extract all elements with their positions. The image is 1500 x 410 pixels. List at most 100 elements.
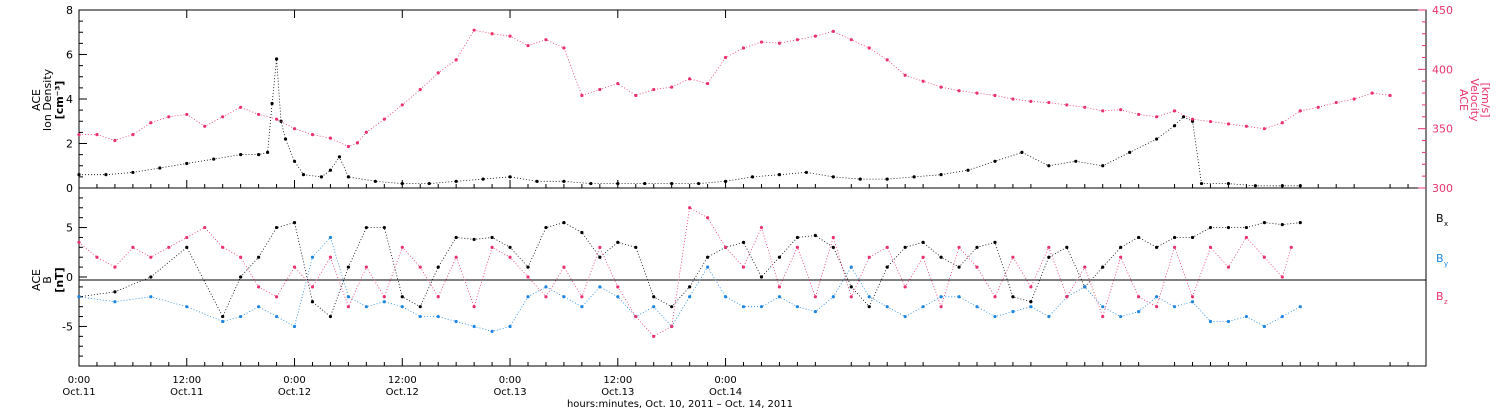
b-series-Bx-point-55 [1137,235,1141,240]
top-series-1-point-37 [723,55,728,60]
top-series-1-point-54 [1029,99,1033,103]
top-series-1-point-16 [355,141,359,145]
b-series-By-point-37 [813,310,817,314]
b-series-Bz-point-45 [885,245,889,249]
top-series-0-point-34 [777,173,782,177]
top-series-1-point-35 [688,77,692,81]
b-series-By-point-4 [221,319,225,324]
top-series-1-point-66 [1244,124,1248,128]
top-series-1-point-40 [777,41,782,45]
b-series-Bx-point-50 [1047,255,1051,259]
b-series-By-point-44 [939,295,943,299]
density-ytick-label-1: 2 [66,138,73,151]
b-series-By-point-56 [1155,295,1159,299]
b-series-Bx-point-51 [1065,245,1069,249]
b-series-Bz-point-9 [239,255,243,259]
b-series-Bz-point-22 [472,305,476,309]
b-series-By-point-60 [1226,319,1231,324]
b-series-By-point-7 [274,314,279,319]
density-ytick-label-3: 6 [66,49,73,62]
b-series-Bz-point-0 [77,240,81,244]
x-tick-time-2: 0:00 [283,375,305,386]
x-axis-title: hours:minutes, Oct. 10, 2011 – Oct. 14, … [567,399,793,410]
b-series-Bz-point-60 [1155,305,1159,309]
b-series-By-point-22 [544,285,548,289]
b-series-Bz-point-11 [274,295,279,299]
top-series-0-point-43 [1020,150,1024,154]
top-series-1-point-39 [759,40,764,44]
top-series-0-point-19 [373,179,377,183]
density-ylabel-line1: ACE [30,89,43,111]
b-series-By-point-13 [382,300,386,304]
b-series-By-point-46 [975,305,979,309]
b-series-Bz-point-53 [1029,285,1033,289]
b-series-Bx-point-44 [939,255,943,259]
b-series-By-point-64 [1298,305,1302,309]
top-series-0-point-2 [131,170,135,175]
b-series-Bz-point-62 [1190,295,1195,299]
density-ylabel-line3: [cm⁻³] [53,81,66,120]
b-series-By-point-5 [239,314,243,319]
top-series-0-point-38 [885,177,889,181]
b-series-Bz-point-44 [867,255,871,259]
top-series-0-point-25 [535,179,539,183]
b-series-Bz-point-59 [1137,295,1141,299]
top-series-1-point-9 [239,105,243,109]
top-series-0-point-6 [239,153,243,157]
x-tick-date-5: Oct.13 [601,387,634,398]
top-series-1-point-3 [131,133,135,137]
top-series-0-point-18 [346,175,350,179]
b-series-Bx-point-42 [903,245,907,249]
b-series-Bz-point-61 [1172,245,1177,249]
b-series-Bz-point-40 [795,245,800,249]
top-series-0-point-39 [912,175,916,179]
b-series-Bz-point-33 [670,324,674,329]
b-series-Bz-point-58 [1119,255,1123,259]
b-series-By-point-33 [741,305,746,309]
b-series-Bz-point-57 [1101,314,1105,319]
legend-bz-label: B [1436,290,1444,303]
x-tick-time-3: 12:00 [388,375,417,386]
top-series-0-point-32 [723,179,728,183]
top-series-1-point-44 [849,38,853,42]
legend-bx-sub: x [1444,220,1448,228]
bottom-panel-frame [78,187,1427,367]
b-ytick-label-0: -5 [62,320,73,333]
b-series-By-point-0 [77,295,81,299]
density-ytick-label-4: 8 [66,4,73,17]
top-series-1-point-73 [1370,91,1374,95]
b-series-By-point-26 [616,295,620,299]
b-series-Bz-point-65 [1244,235,1248,240]
density-ytick-label-0: 0 [66,182,73,195]
b-series-Bz-point-35 [706,216,710,220]
x-tick-date-1: Oct.11 [170,387,203,398]
top-series-1-point-65 [1226,122,1231,126]
velocity-ylabel-line2: Velocity [1468,78,1481,122]
b-series-Bz-point-66 [1262,255,1266,259]
b-series-By-point-59 [1208,319,1213,324]
b-series-By-point-10 [328,235,333,240]
legend-by-sub: y [1444,260,1448,268]
b-series-Bx-point-23 [562,221,566,225]
b-series-Bz-point-3 [131,245,135,249]
legend-bx-label: B [1436,212,1444,225]
top-series-1-point-61 [1155,115,1159,119]
legend-by: B y [1436,252,1448,268]
b-series-Bz-point-42 [831,235,835,240]
top-series-0-point-8 [265,150,270,154]
points-layer [77,28,1392,338]
top-series-1-trace [79,29,1391,147]
top-series-1-point-74 [1388,93,1392,98]
top-series-1-point-64 [1208,119,1213,124]
b-series-Bz-trace [78,207,1292,337]
top-series-1-point-4 [149,121,153,125]
top-series-1-point-29 [580,93,584,98]
top-series-0-point-42 [993,159,997,163]
top-series-1-point-55 [1047,100,1051,105]
top-series-1-point-48 [921,79,925,83]
b-series-By-point-62 [1262,324,1266,329]
top-series-1-point-53 [1011,97,1015,101]
velocity-ytick-label-1: 350 [1432,123,1453,136]
density-ylabel-line2: Ion Density [41,68,54,131]
b-series-Bz-point-64 [1226,265,1231,269]
